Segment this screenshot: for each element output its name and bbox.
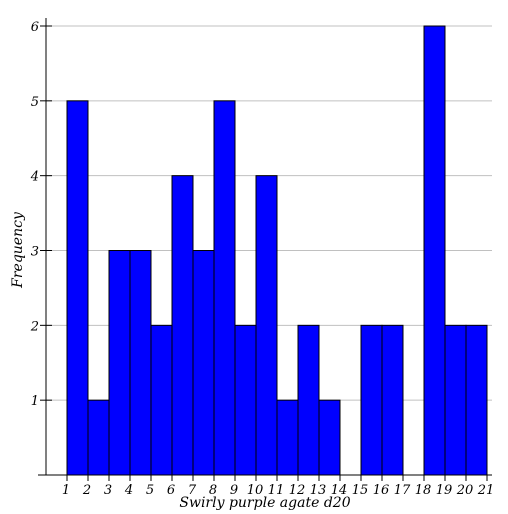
y-tick-label-6: 6 (31, 20, 39, 35)
bar-2 (87, 399, 110, 476)
y-tick-label-3: 3 (31, 245, 39, 260)
x-tick-label-16: 16 (373, 483, 390, 498)
bar-6 (171, 175, 194, 476)
bar-7 (192, 250, 215, 476)
x-axis-title: Swirly purple agate d20 (179, 495, 350, 511)
x-tick-label-2: 2 (82, 483, 91, 498)
bar-20 (465, 324, 488, 476)
bar-9 (234, 324, 257, 476)
x-tick-label-20: 20 (456, 483, 474, 498)
x-tick-label-13: 13 (310, 483, 327, 498)
x-tick-label-19: 19 (436, 483, 453, 498)
x-tick-label-4: 4 (124, 483, 133, 498)
x-tick-label-1: 1 (62, 483, 70, 498)
x-tick-label-21: 21 (477, 483, 495, 498)
bar-10 (255, 175, 278, 476)
bar-8 (213, 100, 236, 476)
axes (38, 18, 492, 481)
x-tick-label-15: 15 (352, 483, 369, 498)
y-tick-label-2: 2 (30, 319, 39, 334)
x-tick-labels: 1 2 3 4 5 6 7 8 9 10 11 12 13 14 15 16 17 18 19 20 21 (62, 483, 494, 498)
x-tick-label-11: 11 (268, 483, 285, 498)
bar-13 (318, 399, 341, 476)
x-tick-label-14: 14 (331, 483, 348, 498)
y-tick-label-5: 5 (31, 95, 39, 110)
y-axis-title: Frequency (10, 211, 26, 289)
bars (66, 25, 488, 476)
bar-18 (423, 25, 446, 476)
x-tick-label-9: 9 (230, 483, 238, 498)
bar-1 (66, 100, 89, 476)
bar-19 (444, 324, 467, 476)
bar-4 (129, 250, 152, 476)
y-tick-label-4: 4 (30, 170, 39, 185)
x-tick-label-12: 12 (289, 483, 306, 498)
x-tick-label-5: 5 (146, 483, 154, 498)
bar-5 (150, 324, 173, 476)
x-tick-label-10: 10 (247, 483, 264, 498)
bar-11 (276, 399, 299, 476)
bar-15 (360, 324, 383, 476)
bar-3 (108, 250, 131, 476)
x-tick-label-6: 6 (167, 483, 175, 498)
x-tick-label-18: 18 (415, 483, 432, 498)
y-tick-label-1: 1 (31, 394, 39, 409)
y-tick-labels: 1 2 3 4 5 6 (30, 20, 39, 409)
x-tick-label-8: 8 (209, 483, 217, 498)
x-tick-label-7: 7 (188, 483, 197, 498)
x-tick-label-3: 3 (104, 483, 112, 498)
bar-16 (381, 324, 404, 476)
bar-12 (297, 324, 320, 476)
x-tick-label-17: 17 (394, 483, 411, 498)
